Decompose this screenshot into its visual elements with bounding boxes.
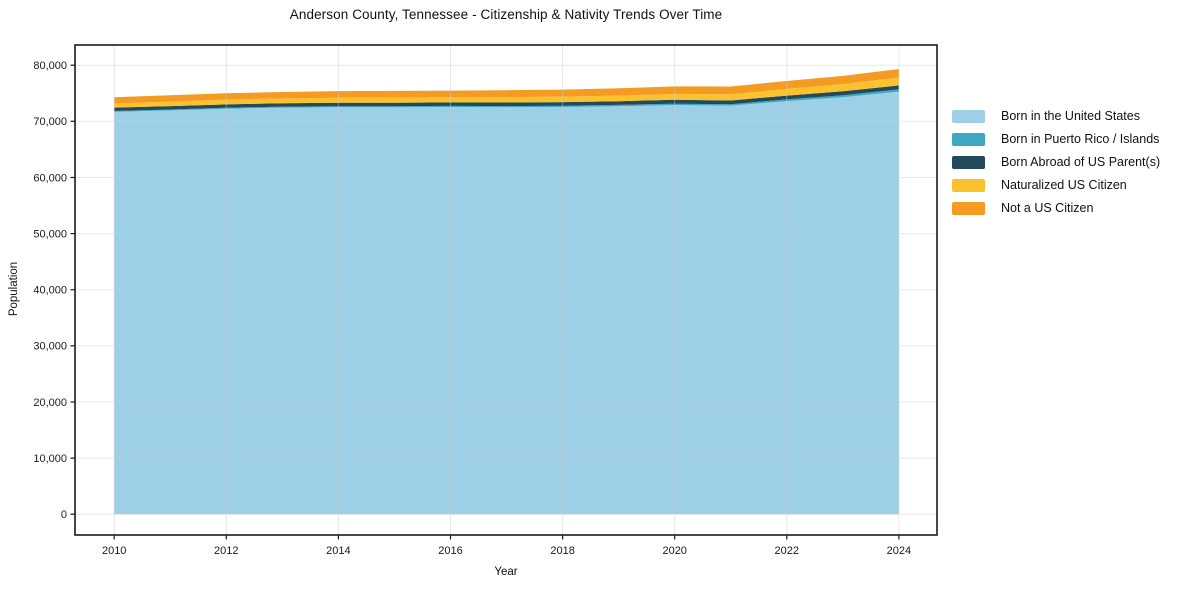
legend-label: Born in Puerto Rico / Islands [1001,132,1160,146]
x-tick-label: 2014 [326,545,350,557]
y-tick-label: 60,000 [33,172,67,184]
x-tick-label: 2012 [214,545,238,557]
x-tick-label: 2016 [438,545,462,557]
y-tick-label: 10,000 [33,453,67,465]
chart-title: Anderson County, Tennessee - Citizenship… [289,7,723,22]
y-tick-label: 20,000 [33,397,67,409]
legend-label: Naturalized US Citizen [1001,178,1127,192]
y-tick-label: 30,000 [33,341,67,353]
area-naturalized-us-citizen [114,77,899,108]
area-not-a-us-citizen [114,69,899,104]
legend-swatch-icon [952,201,985,215]
legend-swatch-icon [952,155,985,169]
area-born-in-puerto-rico-islands [114,89,899,112]
legend-swatch-icon [952,132,985,146]
legend-item-born-abroad-of-us-parent-s: Born Abroad of US Parent(s) [952,155,1160,169]
area-born-abroad-of-us-parent-s [114,85,899,111]
x-tick-label: 2018 [550,545,574,557]
y-tick-label: 70,000 [33,116,67,128]
y-tick-label: 0 [61,509,67,521]
legend-swatch-icon [952,178,985,192]
x-tick-label: 2020 [662,545,686,557]
x-tick-label: 2024 [887,545,911,557]
y-tick-label: 50,000 [33,229,67,241]
x-tick-label: 2022 [775,545,799,557]
x-tick-label: 2010 [102,545,126,557]
legend-item-born-in-puerto-rico-islands: Born in Puerto Rico / Islands [952,132,1160,146]
legend-item-born-in-the-united-states: Born in the United States [952,109,1160,123]
legend-item-naturalized-us-citizen: Naturalized US Citizen [952,178,1160,192]
y-tick-label: 80,000 [33,60,67,72]
legend-label: Not a US Citizen [1001,201,1094,215]
y-tick-label: 40,000 [33,285,67,297]
legend: Born in the United States Born in Puerto … [952,109,1160,215]
area-born-in-the-united-states [114,91,899,515]
legend-item-not-a-us-citizen: Not a US Citizen [952,201,1160,215]
legend-swatch-icon [952,109,985,123]
legend-label: Born Abroad of US Parent(s) [1001,155,1161,169]
legend-label: Born in the United States [1001,109,1140,123]
y-axis-label: Population [8,261,20,317]
x-axis-label: Year [494,566,518,578]
